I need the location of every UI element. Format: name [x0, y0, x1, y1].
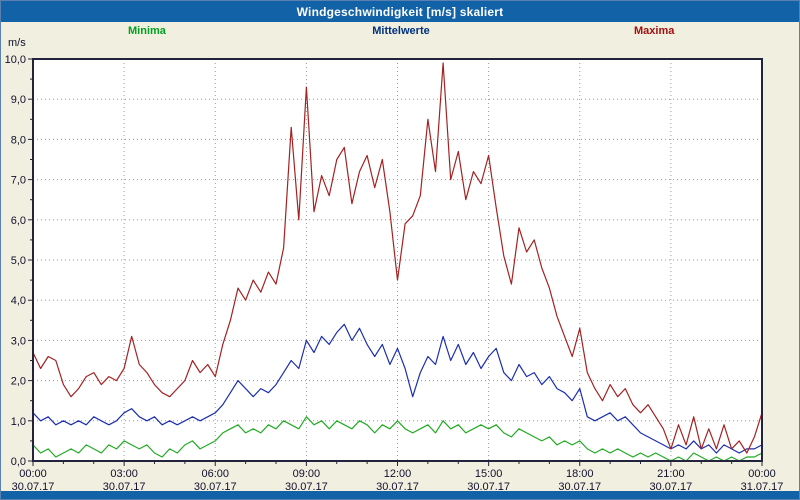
y-tick-label: 7,0	[11, 175, 26, 187]
x-tick-date-label: 30.07.17	[649, 481, 692, 493]
x-tick-time-label: 06:00	[201, 468, 229, 480]
y-tick-label: 3,0	[11, 335, 26, 347]
x-tick-time-label: 09:00	[293, 468, 321, 480]
x-tick-time-label: 00:00	[19, 468, 47, 480]
y-tick-label: 9,0	[11, 94, 26, 106]
legend-item-maxima: Maxima	[634, 25, 675, 37]
y-tick-label: 4,0	[11, 295, 26, 307]
y-tick-label: 6,0	[11, 215, 26, 227]
x-tick-date-label: 30.07.17	[12, 481, 55, 493]
y-tick-label: 8,0	[11, 134, 26, 146]
y-tick-label: 5,0	[11, 255, 26, 267]
x-tick-time-label: 21:00	[657, 468, 685, 480]
series-line-mittelwerte	[32, 323, 763, 454]
x-tick-time-label: 18:00	[566, 468, 594, 480]
y-tick-label: 0,0	[11, 456, 26, 468]
wind-speed-line-chart: 0,01,02,03,04,05,06,07,08,09,010,000:003…	[5, 54, 784, 493]
chart-content-area: Minima Mittelwerte Maxima m/s 0,0 1,0 2,0 3…	[1, 22, 799, 493]
x-tick-date-label: 30.07.17	[467, 481, 510, 493]
x-tick-date-label: 30.07.17	[558, 481, 601, 493]
x-tick-date-label: 30.07.17	[376, 481, 419, 493]
x-tick-time-label: 15:00	[475, 468, 503, 480]
legend-item-minima: Minima	[128, 25, 166, 37]
y-tick-label: 10,0	[5, 54, 26, 66]
x-tick-time-label: 03:00	[110, 468, 138, 480]
x-tick-date-label: 30.07.17	[285, 481, 328, 493]
series-line-minima	[32, 416, 763, 462]
x-tick-date-label: 30.07.17	[194, 481, 237, 493]
window-title-bar: Windgeschwindigkeit [m/s] skaliert	[1, 1, 799, 22]
page-title: Windgeschwindigkeit [m/s] skaliert	[296, 4, 504, 19]
legend-item-mittelwerte: Mittelwerte	[372, 25, 430, 37]
y-tick-label: 2,0	[11, 376, 26, 388]
y-axis-unit-label: m/s	[8, 37, 26, 49]
x-tick-date-label: 31.07.17	[741, 481, 784, 493]
series-line-maxima	[32, 62, 763, 454]
y-tick-label: 1,0	[11, 416, 26, 428]
x-tick-time-label: 12:00	[384, 468, 412, 480]
x-tick-time-label: 00:00	[748, 468, 776, 480]
window-bottom-bar	[1, 491, 799, 499]
x-tick-date-label: 30.07.17	[103, 481, 146, 493]
